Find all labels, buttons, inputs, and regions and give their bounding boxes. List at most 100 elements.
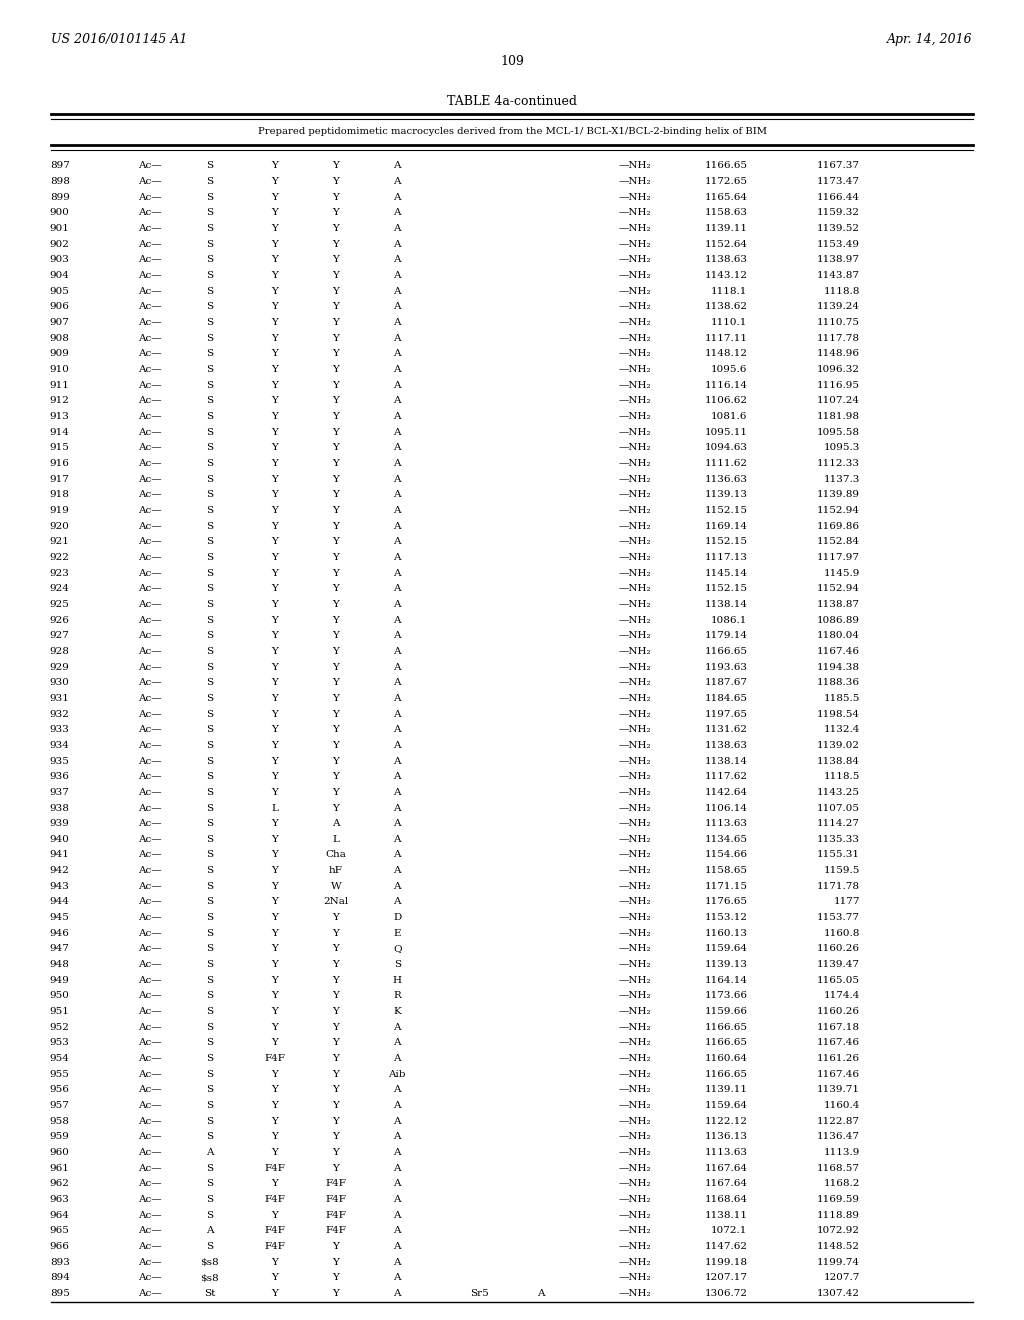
Text: 929: 929 bbox=[50, 663, 70, 672]
Text: 1180.04: 1180.04 bbox=[817, 631, 860, 640]
Text: 1165.64: 1165.64 bbox=[705, 193, 748, 202]
Text: Ac—: Ac— bbox=[138, 396, 162, 405]
Text: Y: Y bbox=[333, 255, 339, 264]
Text: Y: Y bbox=[271, 1179, 278, 1188]
Text: A: A bbox=[393, 318, 401, 327]
Text: Y: Y bbox=[333, 1039, 339, 1048]
Text: 1166.65: 1166.65 bbox=[705, 1023, 748, 1032]
Text: S: S bbox=[207, 725, 213, 734]
Text: 912: 912 bbox=[50, 396, 70, 405]
Text: Ac—: Ac— bbox=[138, 1069, 162, 1078]
Text: 1173.47: 1173.47 bbox=[817, 177, 860, 186]
Text: 1132.4: 1132.4 bbox=[823, 725, 860, 734]
Text: 955: 955 bbox=[50, 1069, 70, 1078]
Text: 1137.3: 1137.3 bbox=[823, 475, 860, 483]
Text: 109: 109 bbox=[500, 55, 524, 69]
Text: S: S bbox=[207, 1242, 213, 1251]
Text: 958: 958 bbox=[50, 1117, 70, 1126]
Text: 1184.65: 1184.65 bbox=[705, 694, 748, 702]
Text: S: S bbox=[207, 913, 213, 923]
Text: Apr. 14, 2016: Apr. 14, 2016 bbox=[887, 33, 973, 46]
Text: S: S bbox=[207, 537, 213, 546]
Text: —NH₂: —NH₂ bbox=[618, 1164, 651, 1172]
Text: 946: 946 bbox=[50, 929, 70, 937]
Text: S: S bbox=[207, 866, 213, 875]
Text: 1142.64: 1142.64 bbox=[705, 788, 748, 797]
Text: 1095.6: 1095.6 bbox=[711, 366, 748, 374]
Text: 931: 931 bbox=[50, 694, 70, 702]
Text: Ac—: Ac— bbox=[138, 286, 162, 296]
Text: 934: 934 bbox=[50, 741, 70, 750]
Text: A: A bbox=[393, 412, 401, 421]
Text: 1167.37: 1167.37 bbox=[817, 161, 860, 170]
Text: Ac—: Ac— bbox=[138, 1164, 162, 1172]
Text: Ac—: Ac— bbox=[138, 177, 162, 186]
Text: 924: 924 bbox=[50, 585, 70, 593]
Text: 1107.24: 1107.24 bbox=[817, 396, 860, 405]
Text: —NH₂: —NH₂ bbox=[618, 286, 651, 296]
Text: Y: Y bbox=[333, 459, 339, 469]
Text: Y: Y bbox=[271, 1274, 278, 1282]
Text: 944: 944 bbox=[50, 898, 70, 907]
Text: 1147.62: 1147.62 bbox=[705, 1242, 748, 1251]
Text: S: S bbox=[207, 929, 213, 937]
Text: 1106.14: 1106.14 bbox=[705, 804, 748, 813]
Text: S: S bbox=[207, 585, 213, 593]
Text: Y: Y bbox=[271, 302, 278, 312]
Text: S: S bbox=[207, 1069, 213, 1078]
Text: 935: 935 bbox=[50, 756, 70, 766]
Text: Ac—: Ac— bbox=[138, 1007, 162, 1016]
Text: Y: Y bbox=[271, 866, 278, 875]
Text: 1118.89: 1118.89 bbox=[817, 1210, 860, 1220]
Text: 904: 904 bbox=[50, 271, 70, 280]
Text: —NH₂: —NH₂ bbox=[618, 756, 651, 766]
Text: —NH₂: —NH₂ bbox=[618, 1085, 651, 1094]
Text: S: S bbox=[207, 271, 213, 280]
Text: F4F: F4F bbox=[264, 1055, 285, 1063]
Text: 1114.27: 1114.27 bbox=[817, 820, 860, 828]
Text: —NH₂: —NH₂ bbox=[618, 490, 651, 499]
Text: 920: 920 bbox=[50, 521, 70, 531]
Text: A: A bbox=[393, 772, 401, 781]
Text: A: A bbox=[393, 678, 401, 688]
Text: A: A bbox=[393, 428, 401, 437]
Text: 910: 910 bbox=[50, 366, 70, 374]
Text: Ac—: Ac— bbox=[138, 898, 162, 907]
Text: A: A bbox=[206, 1148, 214, 1158]
Text: Ac—: Ac— bbox=[138, 1179, 162, 1188]
Text: Ac—: Ac— bbox=[138, 380, 162, 389]
Text: Y: Y bbox=[333, 1101, 339, 1110]
Text: 1139.11: 1139.11 bbox=[705, 1085, 748, 1094]
Text: —NH₂: —NH₂ bbox=[618, 318, 651, 327]
Text: S: S bbox=[207, 788, 213, 797]
Text: F4F: F4F bbox=[326, 1179, 346, 1188]
Text: Y: Y bbox=[271, 1258, 278, 1267]
Text: Ac—: Ac— bbox=[138, 913, 162, 923]
Text: L: L bbox=[333, 834, 339, 843]
Text: 908: 908 bbox=[50, 334, 70, 343]
Text: S: S bbox=[207, 882, 213, 891]
Text: Ac—: Ac— bbox=[138, 318, 162, 327]
Text: F4F: F4F bbox=[264, 1164, 285, 1172]
Text: Ac—: Ac— bbox=[138, 960, 162, 969]
Text: —NH₂: —NH₂ bbox=[618, 240, 651, 248]
Text: S: S bbox=[207, 490, 213, 499]
Text: 1138.11: 1138.11 bbox=[705, 1210, 748, 1220]
Text: 909: 909 bbox=[50, 350, 70, 358]
Text: 1086.1: 1086.1 bbox=[711, 615, 748, 624]
Text: A: A bbox=[393, 615, 401, 624]
Text: Y: Y bbox=[271, 412, 278, 421]
Text: A: A bbox=[206, 1226, 214, 1236]
Text: 950: 950 bbox=[50, 991, 70, 1001]
Text: Y: Y bbox=[271, 444, 278, 453]
Text: A: A bbox=[393, 161, 401, 170]
Text: Y: Y bbox=[271, 710, 278, 718]
Text: Ac—: Ac— bbox=[138, 193, 162, 202]
Text: 1168.2: 1168.2 bbox=[823, 1179, 860, 1188]
Text: Y: Y bbox=[333, 1148, 339, 1158]
Text: S: S bbox=[207, 444, 213, 453]
Text: A: A bbox=[393, 1023, 401, 1032]
Text: 1174.4: 1174.4 bbox=[823, 991, 860, 1001]
Text: Ac—: Ac— bbox=[138, 1258, 162, 1267]
Text: 1096.32: 1096.32 bbox=[817, 366, 860, 374]
